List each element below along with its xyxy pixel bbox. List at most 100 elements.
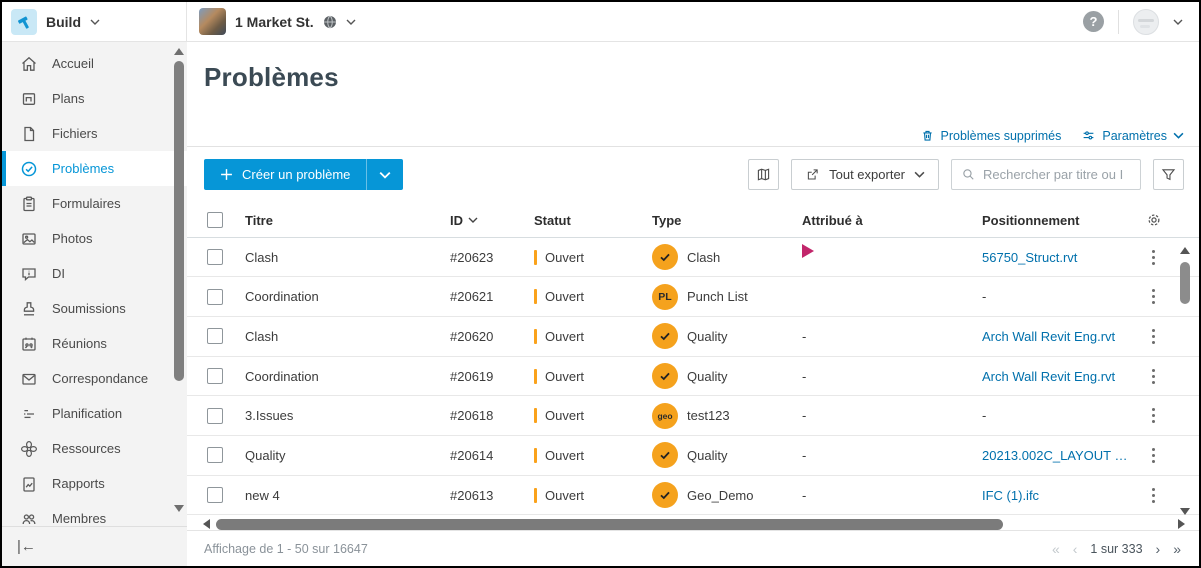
sidebar-item-reunions[interactable]: Réunions [2,326,187,361]
project-selector[interactable]: 1 Market St. [187,8,356,35]
stamp-icon [19,299,39,319]
sidebar-item-planification[interactable]: Planification [2,396,187,431]
sidebar-item-label: Réunions [52,336,107,351]
sidebar-item-di[interactable]: DI [2,256,187,291]
plans-icon [19,89,39,109]
sidebar-item-rapports[interactable]: Rapports [2,466,187,501]
col-assignee[interactable]: Attribué à [802,212,863,228]
row-checkbox[interactable] [207,328,223,345]
row-menu-button[interactable] [1152,368,1156,384]
row-menu-button[interactable] [1152,447,1156,463]
row-checkbox[interactable] [207,407,223,424]
location-link[interactable]: Arch Wall Revit Eng.rvt [982,368,1116,384]
search-input[interactable] [983,167,1131,182]
sidebar-item-photos[interactable]: Photos [2,221,187,256]
sidebar-item-fichiers[interactable]: Fichiers [2,116,187,151]
sidebar-item-problemes[interactable]: Problèmes [2,151,187,186]
search-field[interactable] [951,159,1141,190]
scroll-down-icon[interactable] [1180,508,1190,515]
issue-status: Ouvert [545,249,585,265]
scroll-up-icon[interactable] [1180,247,1190,254]
horizontal-scroll-thumb[interactable] [216,518,1004,530]
col-type[interactable]: Type [652,212,682,228]
row-menu-button[interactable] [1152,249,1156,265]
issue-status: Ouvert [545,487,585,503]
first-page-button[interactable]: « [1051,540,1060,557]
sidebar-item-plans[interactable]: Plans [2,81,187,116]
type-punchlist-icon: PL [652,283,678,310]
sidebar-scroll-thumb[interactable] [173,61,184,381]
prev-page-button[interactable]: ‹ [1072,540,1078,557]
scroll-up-icon[interactable] [173,48,184,55]
sidebar-item-membres[interactable]: Membres [2,501,187,536]
location-link[interactable]: 20213.002C_LAYOUT - T... [982,447,1134,463]
status-bar [534,487,537,503]
next-page-button[interactable]: › [1155,540,1161,557]
row-checkbox[interactable] [207,249,223,266]
last-page-button[interactable]: » [1173,540,1181,557]
col-id[interactable]: ID [442,213,526,228]
row-checkbox[interactable] [207,447,223,464]
export-all-button[interactable]: Tout exporter [791,159,939,190]
table-row[interactable]: Clash #20623 Ouvert Clash 56750_Struct.r… [187,237,1199,278]
account-caret-icon[interactable] [1173,19,1183,25]
filter-button[interactable] [1153,159,1184,190]
scroll-right-icon[interactable] [1178,519,1185,530]
table-row[interactable]: 3.Issues #20618 Ouvert geo test123 - - [187,396,1199,437]
sidebar-collapse[interactable]: |← [2,526,187,566]
funnel-icon [1160,166,1177,183]
user-avatar[interactable] [1133,8,1159,35]
sidebar-item-label: Photos [52,231,93,246]
sidebar-scrollbar[interactable] [173,48,184,518]
table-row[interactable]: Coordination #20621 Ouvert PL Punch List… [187,277,1199,318]
gear-icon [1145,211,1163,229]
column-settings-button[interactable] [1134,211,1174,229]
type-check-icon [652,482,678,509]
type-check-icon [652,442,678,469]
page-title: Problèmes [204,62,339,92]
row-checkbox[interactable] [207,368,223,385]
product-switcher[interactable]: Build [2,2,187,41]
deleted-issues-link[interactable]: Problèmes supprimés [920,128,1061,143]
create-issue-button[interactable]: Créer un problème [204,159,404,190]
row-menu-button[interactable] [1152,408,1156,424]
table-row[interactable]: Quality #20614 Ouvert Quality - 20213.00… [187,436,1199,476]
type-geo-icon: geo [652,402,678,429]
table-row[interactable]: Coordination #20619 Ouvert Quality - Arc… [187,356,1199,397]
issue-type: Punch List [687,289,748,305]
row-menu-button[interactable] [1152,328,1156,344]
help-icon[interactable]: ? [1083,11,1104,32]
scroll-down-icon[interactable] [173,505,184,512]
row-checkbox[interactable] [207,487,223,504]
select-all-checkbox[interactable] [207,212,223,229]
vertical-scrollbar[interactable] [1178,247,1192,515]
table-row[interactable]: Clash #20620 Ouvert Quality - Arch Wall … [187,317,1199,357]
col-title[interactable]: Titre [245,212,273,228]
sidebar-item-soumissions[interactable]: Soumissions [2,291,187,326]
row-menu-button[interactable] [1152,289,1156,305]
sidebar-item-ressources[interactable]: Ressources [2,431,187,466]
sidebar-item-label: Planification [52,406,123,421]
col-status[interactable]: Statut [534,212,571,228]
row-checkbox[interactable] [207,288,223,305]
sidebar-item-formulaires[interactable]: Formulaires [2,186,187,221]
row-menu-button[interactable] [1152,487,1156,503]
scroll-left-icon[interactable] [203,519,210,530]
col-location[interactable]: Positionnement [982,212,1080,228]
sliders-icon [1081,128,1096,143]
vertical-scroll-thumb[interactable] [1180,262,1190,304]
status-bar [534,408,537,424]
map-view-button[interactable] [748,159,780,190]
table-row[interactable]: new 4 #20613 Ouvert Geo_Demo - IFC (1).i… [187,475,1199,516]
sidebar-item-accueil[interactable]: Accueil [2,46,187,81]
settings-link[interactable]: Paramètres [1081,128,1184,143]
sidebar-item-correspondance[interactable]: Correspondance [2,361,187,396]
status-bar [534,289,537,305]
sidebar-item-label: Fichiers [52,126,98,141]
location-link[interactable]: Arch Wall Revit Eng.rvt [982,328,1116,344]
create-issue-dropdown[interactable] [366,159,403,190]
location-link[interactable]: IFC (1).ifc [982,487,1040,503]
location-link[interactable]: 56750_Struct.rvt [982,249,1078,265]
horizontal-scrollbar[interactable] [203,518,1185,530]
